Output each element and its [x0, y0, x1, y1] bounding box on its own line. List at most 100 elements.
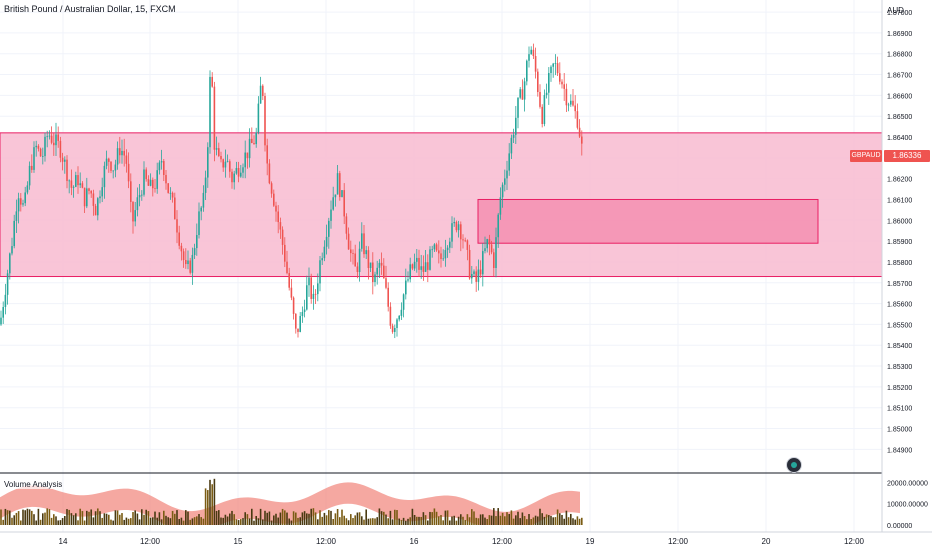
candle-body — [68, 180, 70, 182]
volume-bar — [13, 515, 15, 525]
candle-body — [147, 179, 150, 186]
volume-bar — [244, 512, 246, 525]
supply-demand-zones[interactable] — [0, 132, 883, 278]
candle-body — [127, 163, 130, 182]
price-tick-label: 1.86200 — [887, 177, 912, 184]
candle-body — [224, 161, 227, 168]
volume-bar — [464, 519, 466, 525]
volume-bar — [556, 509, 559, 525]
volume-bar — [317, 519, 319, 525]
volume-bar — [70, 513, 73, 525]
price-tick-label: 1.85000 — [887, 427, 912, 434]
candle-body — [235, 168, 238, 174]
candle-body — [189, 260, 191, 273]
candle-body — [460, 224, 462, 240]
candle-body — [136, 197, 139, 211]
candle-body — [301, 311, 304, 317]
volume-tick-label: 0.00000 — [887, 523, 912, 530]
volume-bar — [517, 511, 519, 525]
candle-body — [486, 239, 488, 249]
volume-bar — [255, 515, 257, 525]
candle-body — [145, 169, 147, 180]
candle-body — [116, 148, 119, 165]
volume-bar — [466, 514, 469, 525]
volume-bar — [576, 516, 579, 525]
volume-bar — [35, 520, 37, 525]
volume-bar — [402, 517, 405, 525]
candle-body — [427, 262, 429, 270]
volume-bar — [363, 519, 365, 525]
volume-bar — [20, 520, 22, 525]
candle-body — [262, 85, 264, 96]
candle-body — [325, 236, 328, 247]
volume-bar — [231, 510, 233, 525]
candle-body — [169, 192, 172, 194]
volume-bar — [380, 511, 383, 525]
volume-bar — [501, 512, 504, 525]
candle-body — [350, 249, 352, 254]
volume-bar — [345, 518, 348, 525]
volume-bar — [154, 511, 156, 525]
small-zone[interactable] — [477, 198, 819, 244]
volume-bar — [97, 508, 99, 525]
candle-body — [174, 197, 176, 220]
candle-body — [9, 253, 11, 274]
candle-body — [275, 205, 277, 212]
price-axis[interactable]: 1.87000 1.86900 1.86800 1.86700 1.86600 1.865… — [887, 10, 912, 454]
volume-bar — [134, 510, 136, 525]
volume-bar — [521, 512, 524, 525]
candle-body — [431, 249, 433, 251]
price-tick-label: 1.85700 — [887, 281, 912, 288]
volume-bar — [350, 514, 352, 525]
volume-bar — [191, 518, 194, 525]
candle-body — [75, 175, 77, 187]
volume-bar — [171, 510, 174, 525]
volume-bar — [429, 511, 431, 525]
candle-body — [369, 262, 372, 269]
volume-bar — [160, 519, 163, 525]
candle-body — [17, 198, 20, 212]
volume-bar — [273, 515, 275, 525]
candle-body — [354, 253, 356, 267]
price-tick-label: 1.86400 — [887, 135, 912, 142]
candle-body — [314, 293, 317, 295]
volume-bar — [312, 508, 315, 525]
candle-body — [143, 169, 145, 195]
candle-body — [565, 88, 568, 106]
volume-bar — [552, 517, 554, 525]
volume-bar — [81, 511, 84, 525]
volume-bar — [550, 515, 552, 525]
volume-bar — [578, 518, 581, 525]
candle-body — [405, 280, 407, 295]
candle-body — [519, 89, 521, 98]
volume-bar — [301, 512, 304, 525]
volume-bar — [407, 518, 409, 525]
volume-bar — [248, 518, 251, 525]
candle-body — [361, 233, 363, 249]
volume-bar — [11, 517, 13, 525]
candle-body — [482, 251, 484, 275]
price-tick-label: 1.84900 — [887, 447, 912, 454]
candle-body — [50, 135, 53, 143]
volume-bar — [400, 519, 403, 525]
volume-bar — [455, 520, 458, 525]
volume-indicator-label[interactable]: Volume Analysis — [4, 480, 63, 489]
candle-body — [6, 273, 9, 295]
candle-body — [440, 253, 442, 260]
candle-body — [121, 150, 123, 156]
volume-bar — [270, 520, 273, 525]
snapshot-icon[interactable] — [786, 457, 802, 473]
volume-axis[interactable]: 20000.00000 10000.00000 0.00000 — [887, 480, 928, 530]
volume-bar — [427, 520, 429, 525]
candle-body — [125, 155, 128, 164]
volume-bar — [376, 517, 378, 525]
candle-body — [545, 92, 548, 96]
candle-body — [330, 209, 332, 221]
volume-bar — [383, 511, 385, 525]
volume-bar — [284, 510, 286, 525]
time-axis[interactable]: 14 12:00 15 12:00 16 12:00 19 12:00 20 12:00 — [59, 537, 865, 546]
volume-bar — [391, 519, 394, 525]
volume-bar — [528, 514, 530, 525]
price-tick-label: 1.86800 — [887, 52, 912, 59]
